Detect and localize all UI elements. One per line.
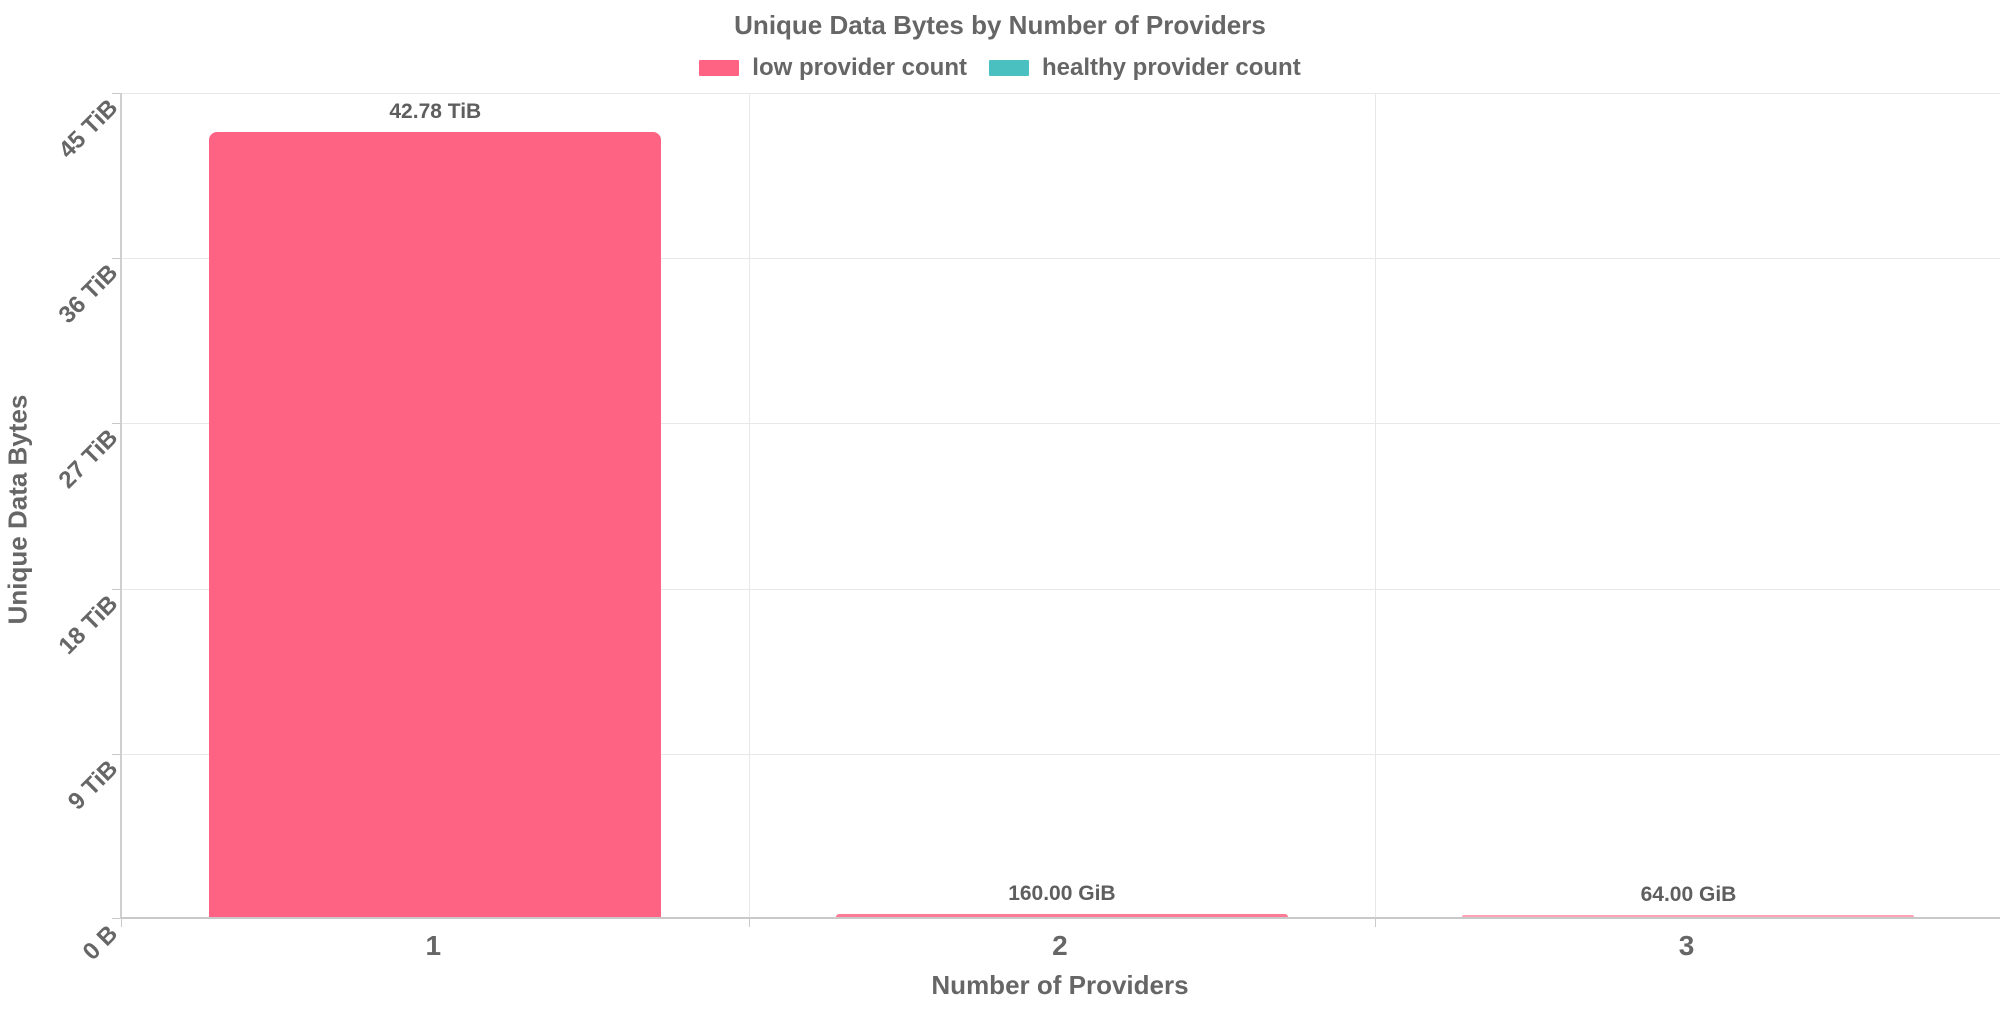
bar-group-providers-2: 160.00 GiB	[749, 93, 1376, 917]
legend-swatch-low	[699, 60, 740, 76]
x-tick-label-3: 3	[1678, 930, 1695, 961]
x-axis-title: Number of Providers	[931, 970, 1189, 1000]
y-tick-label-0b: 0 B	[77, 920, 124, 966]
y-tick-mark-27	[112, 423, 120, 424]
bar-group-providers-1: 42.78 TiB	[122, 93, 749, 917]
legend-item-healthy-provider-count[interactable]: healthy provider count	[988, 54, 1301, 82]
bar-group-providers-3: 64.00 GiB	[1375, 93, 2000, 917]
plot-area: 42.78 TiB 160.00 GiB 64.00 GiB	[112, 93, 2000, 927]
y-tick-label-27tib: 27 TiB	[53, 424, 124, 494]
chart-title: Unique Data Bytes by Number of Providers	[734, 10, 1266, 40]
legend-label-low: low provider count	[752, 54, 967, 81]
legend-item-low-provider-count[interactable]: low provider count	[699, 54, 967, 82]
x-tick-label-1: 1	[425, 930, 442, 961]
legend: low provider count healthy provider coun…	[0, 54, 2000, 82]
bar[interactable]	[209, 132, 661, 917]
bar-value-label: 160.00 GiB	[1008, 882, 1116, 905]
y-tick-mark-36	[112, 258, 120, 259]
legend-swatch-healthy	[988, 60, 1029, 76]
bar-value-label: 64.00 GiB	[1640, 883, 1737, 906]
y-tick-label-9tib: 9 TiB	[62, 755, 124, 816]
y-tick-label-45tib: 45 TiB	[53, 94, 124, 164]
y-tick-mark-45	[112, 93, 120, 94]
y-tick-mark-18	[112, 589, 120, 590]
x-tick-mark-2-3	[1375, 919, 1377, 927]
bar-value-label: 42.78 TiB	[389, 100, 482, 123]
y-tick-label-18tib: 18 TiB	[53, 590, 124, 660]
y-axis-title: Unique Data Bytes	[2, 394, 33, 625]
gridline-band-2-3	[1375, 93, 1377, 917]
y-tick-mark-0	[112, 918, 120, 919]
x-tick-label-2: 2	[1052, 930, 1068, 961]
bar[interactable]	[835, 914, 1288, 917]
gridline-9tib	[122, 754, 2000, 755]
x-tick-mark-left	[121, 919, 122, 927]
x-tick-mark-1-2	[748, 919, 750, 927]
y-tick-mark-9	[112, 754, 120, 755]
gridline-27tib	[122, 423, 2000, 424]
gridline-45tib	[122, 93, 2000, 94]
gridline-36tib	[122, 258, 2000, 259]
y-tick-label-36tib: 36 TiB	[53, 259, 124, 329]
bar[interactable]	[1462, 915, 1915, 917]
legend-label-healthy: healthy provider count	[1041, 54, 1301, 81]
gridline-18tib	[122, 589, 2000, 590]
gridline-band-1-2	[748, 93, 750, 917]
